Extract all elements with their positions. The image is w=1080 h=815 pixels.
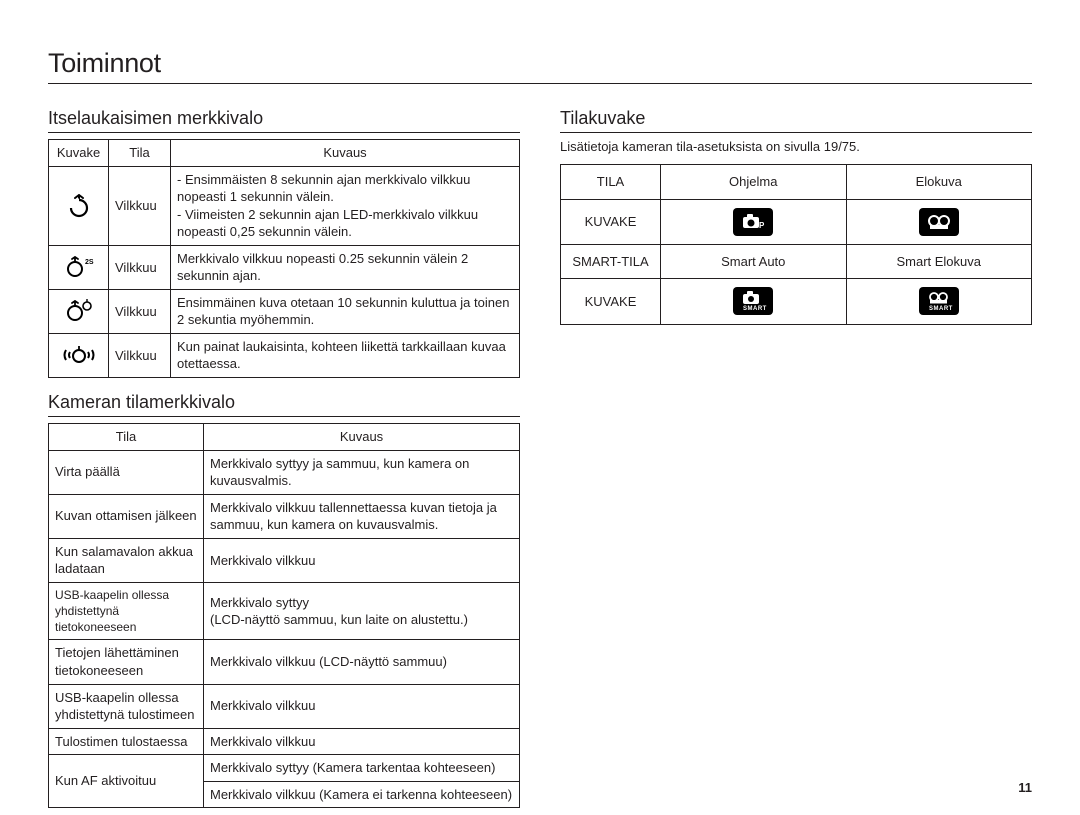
cell-label: TILA <box>561 165 661 200</box>
cell-state: Virta päällä <box>49 450 204 494</box>
cell-desc: Merkkivalo syttyy ja sammuu, kun kamera … <box>204 450 520 494</box>
table-row: USB-kaapelin ollessa yhdistettynä tulost… <box>49 684 520 728</box>
cell-desc: Merkkivalo vilkkuu <box>204 538 520 582</box>
table-row: SMART-TILA Smart Auto Smart Elokuva <box>561 244 1032 279</box>
cell-state: Tietojen lähettäminen tietokoneeseen <box>49 640 204 684</box>
cell-state: Kun AF aktivoituu <box>49 755 204 808</box>
modeicon-note: Lisätietoja kameran tila-asetuksista on … <box>560 139 1032 154</box>
table-row: Vilkkuu Kun painat laukaisinta, kohteen … <box>49 333 520 377</box>
th-state: Tila <box>109 140 171 167</box>
table-row: Vilkkuu Ensimmäinen kuva otetaan 10 seku… <box>49 289 520 333</box>
page-number: 11 <box>1018 780 1032 795</box>
svg-text:SMART: SMART <box>929 306 953 311</box>
cell-desc: Merkkivalo syttyy (Kamera tarkentaa koht… <box>204 755 520 782</box>
svg-text:P: P <box>759 221 765 230</box>
cell-state: USB-kaapelin ollessa yhdistettynä tietok… <box>49 582 204 640</box>
th-desc: Kuvaus <box>204 424 520 451</box>
svg-text:SMART: SMART <box>743 306 767 311</box>
timer-2s-icon: 2S <box>49 245 109 289</box>
th-desc: Kuvaus <box>171 140 520 167</box>
cell-state: Vilkkuu <box>109 333 171 377</box>
table-header-row: Tila Kuvaus <box>49 424 520 451</box>
cell-state: Vilkkuu <box>109 166 171 245</box>
cell-desc: Merkkivalo vilkkuu <box>204 684 520 728</box>
timer-motion-icon <box>49 333 109 377</box>
table-row: TILA Ohjelma Elokuva <box>561 165 1032 200</box>
title-rule <box>48 83 1032 84</box>
section-rule <box>48 132 520 133</box>
table-row: 2S Vilkkuu Merkkivalo vilkkuu nopeasti 0… <box>49 245 520 289</box>
smart-movie-mode-icon: SMART <box>846 279 1032 325</box>
cell-desc: Kun painat laukaisinta, kohteen liikettä… <box>171 333 520 377</box>
cell-state: USB-kaapelin ollessa yhdistettynä tulost… <box>49 684 204 728</box>
smart-auto-mode-icon: SMART <box>661 279 847 325</box>
svg-text:2S: 2S <box>85 259 94 266</box>
table-header-row: Kuvake Tila Kuvaus <box>49 140 520 167</box>
cell-mode: Ohjelma <box>661 165 847 200</box>
section-rule <box>48 416 520 417</box>
cell-state: Vilkkuu <box>109 245 171 289</box>
cell-state: Kun salamavalon akkua ladataan <box>49 538 204 582</box>
section-rule <box>560 132 1032 133</box>
cell-state: Tulostimen tulostaessa <box>49 728 204 755</box>
selftimer-table: Kuvake Tila Kuvaus Vilkkuu - Ensimmäiste… <box>48 139 520 378</box>
cell-state: Kuvan ottamisen jälkeen <box>49 494 204 538</box>
table-row: KUVAKE P <box>561 199 1032 244</box>
page-title: Toiminnot <box>48 48 1032 79</box>
cell-desc: Ensimmäinen kuva otetaan 10 sekunnin kul… <box>171 289 520 333</box>
cell-label: KUVAKE <box>561 279 661 325</box>
right-column: Tilakuvake Lisätietoja kameran tila-aset… <box>560 102 1032 808</box>
cell-mode: Smart Elokuva <box>846 244 1032 279</box>
cell-desc: Merkkivalo vilkkuu tallennettaessa kuvan… <box>204 494 520 538</box>
table-row: KUVAKE SMART SMART <box>561 279 1032 325</box>
table-row: Kuvan ottamisen jälkeen Merkkivalo vilkk… <box>49 494 520 538</box>
status-table: Tila Kuvaus Virta päällä Merkkivalo sytt… <box>48 423 520 808</box>
table-row: Vilkkuu - Ensimmäisten 8 sekunnin ajan m… <box>49 166 520 245</box>
table-row: Tietojen lähettäminen tietokoneeseen Mer… <box>49 640 520 684</box>
timer-double-icon <box>49 289 109 333</box>
cell-desc: Merkkivalo vilkkuu (LCD-näyttö sammuu) <box>204 640 520 684</box>
left-column: Itselaukaisimen merkkivalo Kuvake Tila K… <box>48 102 520 808</box>
table-row: Virta päällä Merkkivalo syttyy ja sammuu… <box>49 450 520 494</box>
modeicon-table: TILA Ohjelma Elokuva KUVAKE P SMART-TILA… <box>560 164 1032 325</box>
cell-mode: Smart Auto <box>661 244 847 279</box>
section-modeicon-title: Tilakuvake <box>560 108 1032 129</box>
cell-desc: Merkkivalo syttyy (LCD-näyttö sammuu, ku… <box>204 582 520 640</box>
th-icon: Kuvake <box>49 140 109 167</box>
cell-state: Vilkkuu <box>109 289 171 333</box>
columns: Itselaukaisimen merkkivalo Kuvake Tila K… <box>48 102 1032 808</box>
cell-desc: Merkkivalo vilkkuu (Kamera ei tarkenna k… <box>204 781 520 808</box>
section-status-title: Kameran tilamerkkivalo <box>48 392 520 413</box>
section-selftimer-title: Itselaukaisimen merkkivalo <box>48 108 520 129</box>
cell-mode: Elokuva <box>846 165 1032 200</box>
cell-label: KUVAKE <box>561 199 661 244</box>
table-row: Tulostimen tulostaessa Merkkivalo vilkku… <box>49 728 520 755</box>
program-mode-icon: P <box>661 199 847 244</box>
timer-10s-icon <box>49 166 109 245</box>
table-row: USB-kaapelin ollessa yhdistettynä tietok… <box>49 582 520 640</box>
th-state: Tila <box>49 424 204 451</box>
cell-desc: - Ensimmäisten 8 sekunnin ajan merkkival… <box>171 166 520 245</box>
table-row: Kun AF aktivoituu Merkkivalo syttyy (Kam… <box>49 755 520 782</box>
cell-desc: Merkkivalo vilkkuu <box>204 728 520 755</box>
movie-mode-icon <box>846 199 1032 244</box>
cell-desc: Merkkivalo vilkkuu nopeasti 0.25 sekunni… <box>171 245 520 289</box>
cell-label: SMART-TILA <box>561 244 661 279</box>
table-row: Kun salamavalon akkua ladataan Merkkival… <box>49 538 520 582</box>
